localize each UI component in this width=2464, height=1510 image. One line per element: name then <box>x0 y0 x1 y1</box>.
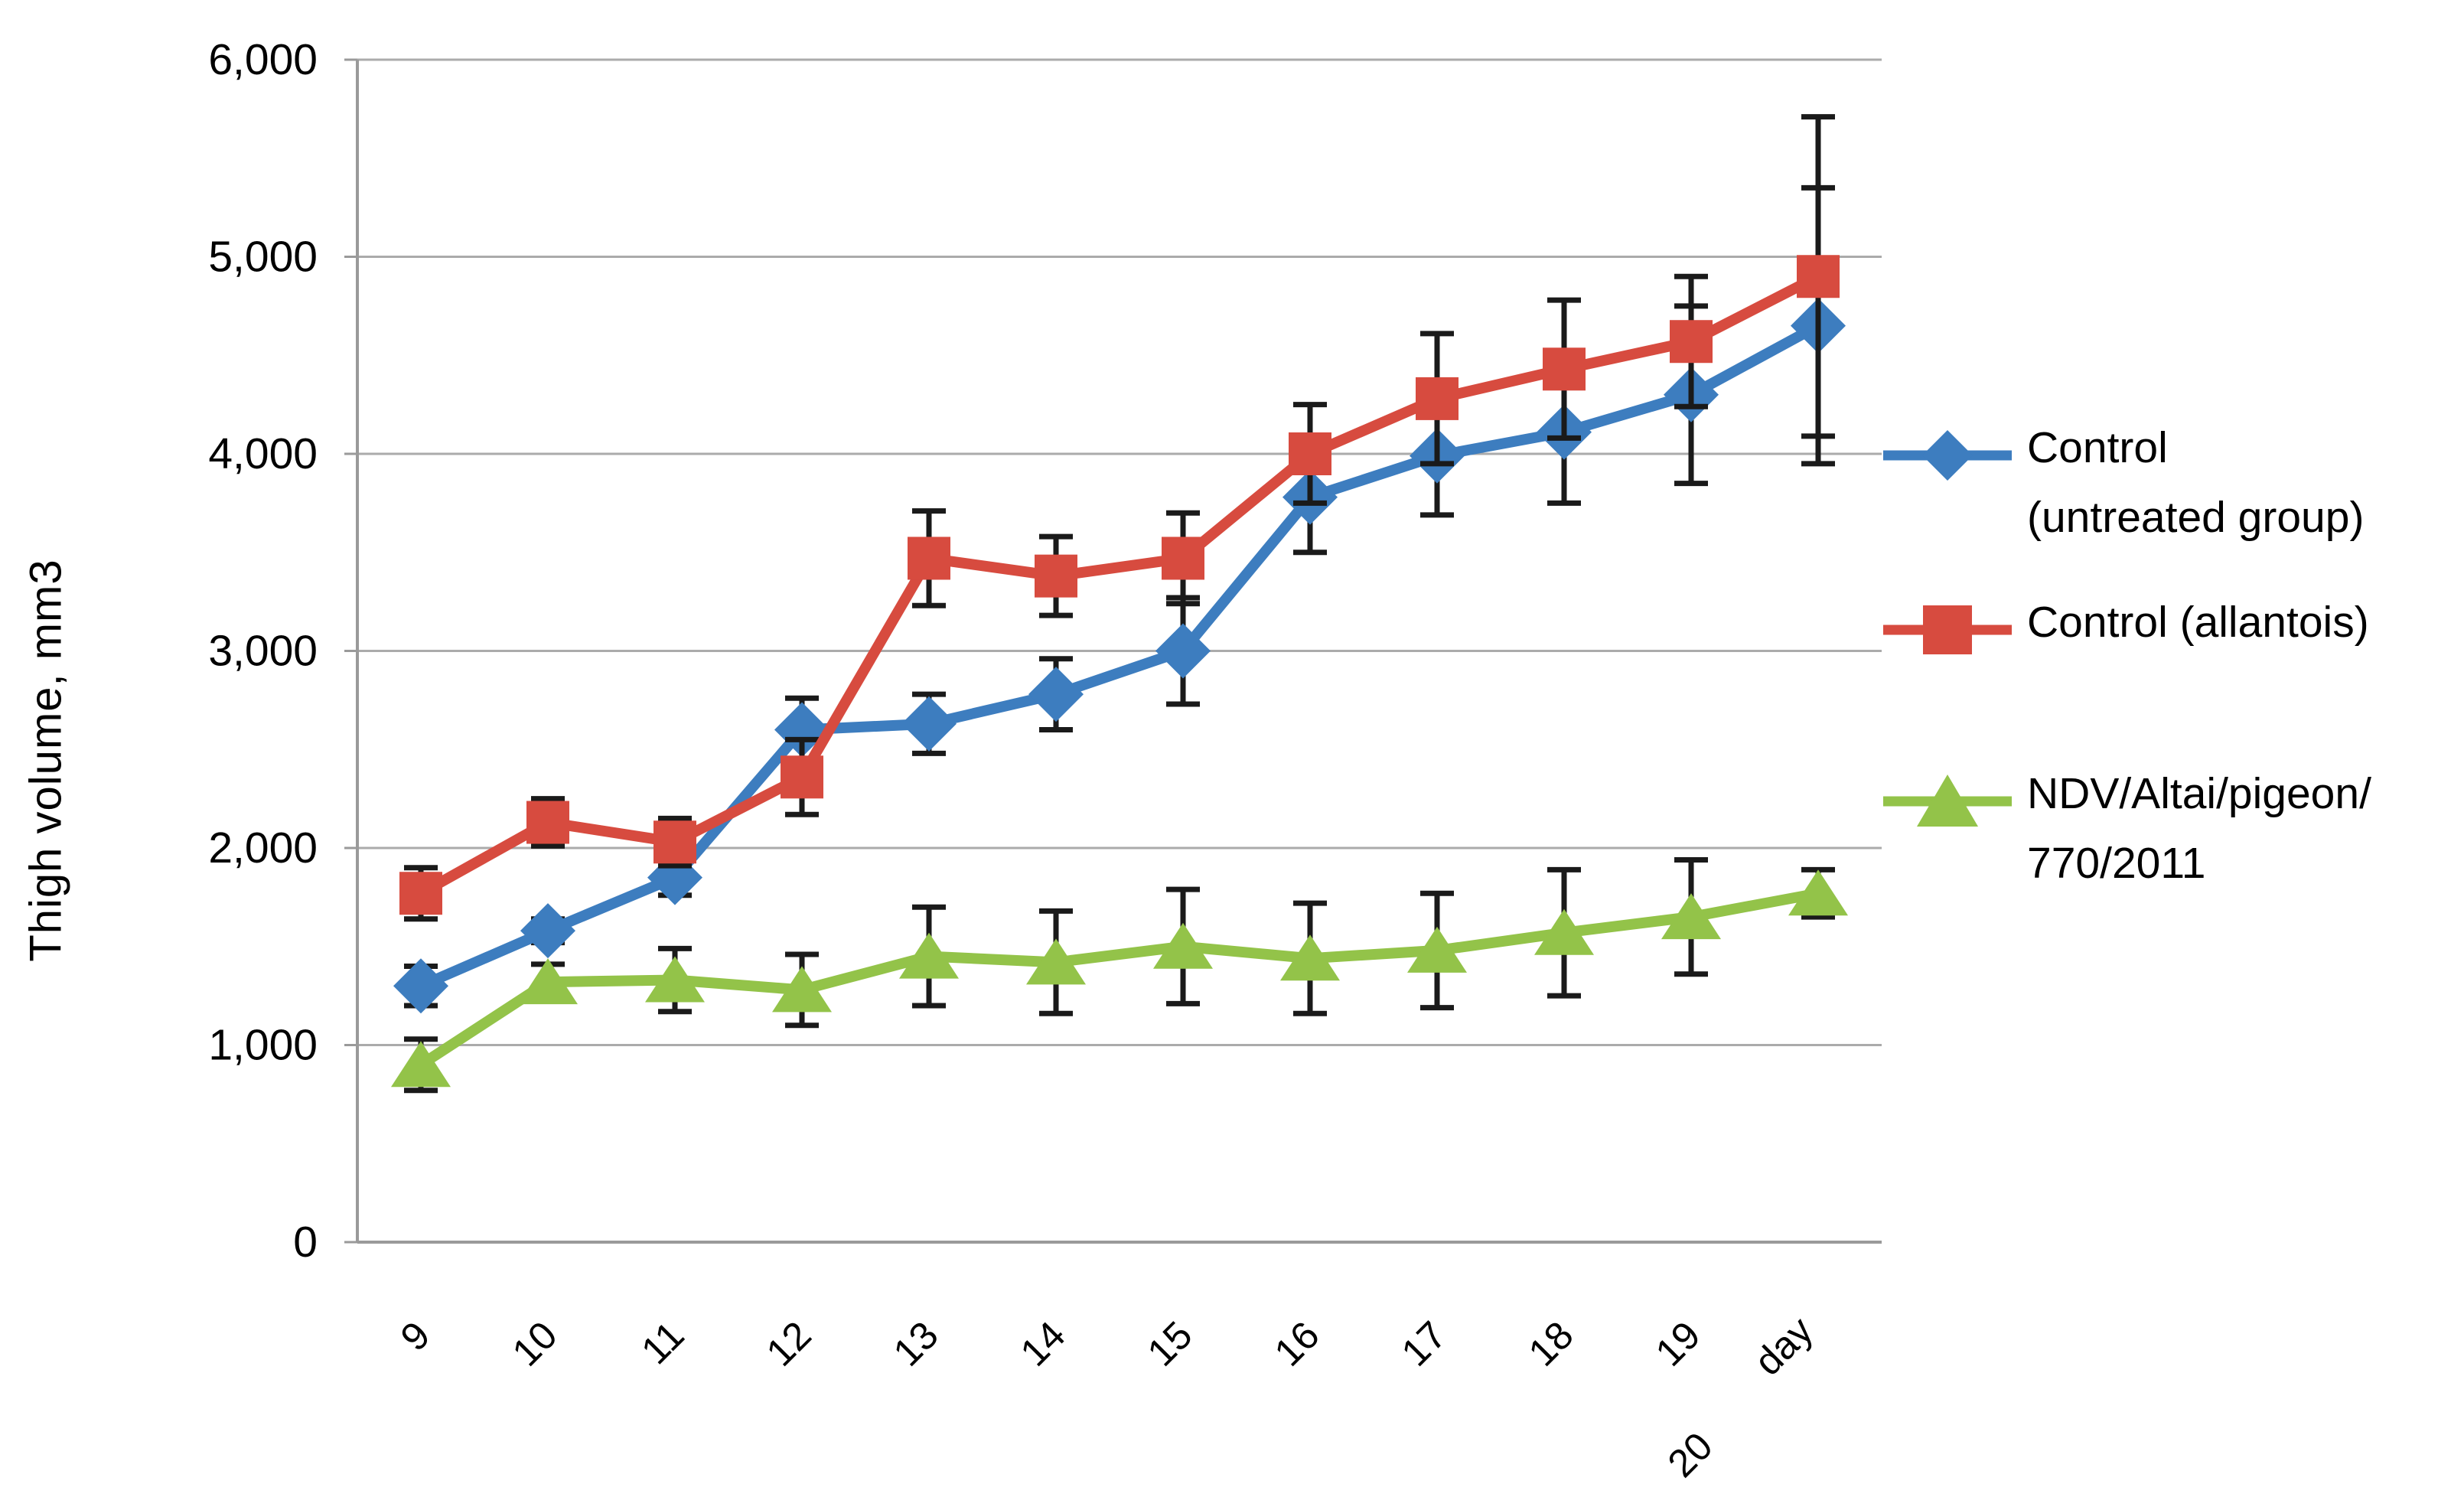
marker-diamond-icon <box>901 696 957 752</box>
x-tick-label: 16 <box>1266 1313 1327 1374</box>
x-tick-label: 11 <box>633 1313 693 1372</box>
x-tick-label: 14 <box>1012 1313 1073 1374</box>
legend-item-control-allantois: Control (allantois) <box>1879 588 2369 667</box>
legend-label: Control (allantois) <box>2027 598 2369 647</box>
series-ndv-altai-pigeon-770-2011-line <box>416 888 1824 1071</box>
marker-diamond-icon <box>520 903 575 959</box>
marker-triangle-icon <box>1661 893 1721 940</box>
marker-triangle-icon <box>1788 869 1848 916</box>
y-tick-label: 5,000 <box>208 233 318 282</box>
marker-diamond-icon <box>393 958 448 1014</box>
x-tick-label: 15 <box>1139 1313 1200 1374</box>
x-tick-label: 12 <box>758 1313 819 1374</box>
y-tick-labels: 0 1,000 2,000 3,000 4,000 5,000 6,000 <box>208 35 357 1267</box>
x-tick-label: 13 <box>885 1313 946 1374</box>
x-tick-label: 9 <box>392 1313 438 1358</box>
y-tick-label: 3,000 <box>208 627 318 676</box>
legend-marker-square-icon <box>1883 605 2012 654</box>
legend-item-control-untreated: Control (untreated group) <box>1879 413 2364 553</box>
series-control-allantois--line <box>416 271 1824 899</box>
marker-square-icon <box>781 755 823 799</box>
marker-diamond-icon <box>1155 623 1211 679</box>
marker-square-icon <box>1670 320 1713 364</box>
x-tick-label: 20 <box>1659 1424 1720 1485</box>
legend-label: NDV/Altai/pigeon/ <box>2027 769 2371 818</box>
legend-label: (untreated group) <box>2027 493 2365 542</box>
marker-triangle-icon <box>645 956 705 1003</box>
marker-square-icon <box>526 801 569 844</box>
marker-square-icon <box>1289 432 1331 475</box>
x-tick-label: 18 <box>1520 1313 1581 1374</box>
marker-square-icon <box>908 536 950 580</box>
legend-item-ndv-altai: NDV/Altai/pigeon/ 770/2011 <box>1879 759 2371 898</box>
series-control-untreated-group--error-bars <box>404 184 1835 1009</box>
y-tick-label: 6,000 <box>208 35 318 84</box>
marker-triangle-icon <box>1280 934 1340 981</box>
series-ndv-altai-pigeon-770-2011-error-bars <box>404 856 1835 1094</box>
marker-square-icon <box>1797 255 1840 298</box>
marker-square-icon <box>399 872 442 915</box>
y-tick-label: 0 <box>293 1218 318 1267</box>
legend-marker-diamond-icon <box>1883 430 2012 481</box>
series-control-untreated-group--line <box>416 320 1824 992</box>
y-tick-label: 1,000 <box>208 1021 318 1070</box>
x-tick-label: 19 <box>1647 1313 1708 1374</box>
marker-triangle-icon <box>1407 926 1467 973</box>
marker-triangle-icon <box>518 958 578 1005</box>
legend-label: 770/2011 <box>2027 839 2206 888</box>
marker-square-icon <box>653 820 696 864</box>
x-axis-unit-label: day <box>1745 1308 1821 1384</box>
marker-triangle-icon <box>899 932 959 979</box>
marker-triangle-icon <box>1026 938 1086 985</box>
series-ndv-altai-pigeon-770-2011-markers <box>391 869 1848 1088</box>
series-control-untreated-group--markers <box>393 298 1846 1014</box>
series-control-allantois--error-bars <box>404 114 1835 922</box>
marker-square-icon <box>1035 554 1077 598</box>
x-tick-label: 10 <box>504 1313 565 1374</box>
gridlines <box>357 58 1882 1046</box>
y-tick-label: 4,000 <box>208 429 318 478</box>
marker-triangle-icon <box>391 1041 451 1088</box>
legend-label: Control <box>2027 423 2168 472</box>
marker-square-icon <box>1162 536 1204 580</box>
x-tick-labels: 9 10 11 12 13 14 15 16 17 18 19 20 day <box>392 1308 1821 1486</box>
x-tick-label: 17 <box>1393 1313 1454 1374</box>
legend-marker-triangle-icon <box>1883 775 2012 827</box>
marker-triangle-icon <box>1153 922 1213 969</box>
series-control-allantois--markers <box>399 255 1840 915</box>
marker-square-icon <box>1416 377 1459 420</box>
y-tick-label: 2,000 <box>208 823 318 872</box>
marker-square-icon <box>1543 347 1586 391</box>
marker-triangle-icon <box>772 966 832 1013</box>
marker-triangle-icon <box>1534 908 1594 955</box>
marker-diamond-icon <box>1028 667 1084 722</box>
